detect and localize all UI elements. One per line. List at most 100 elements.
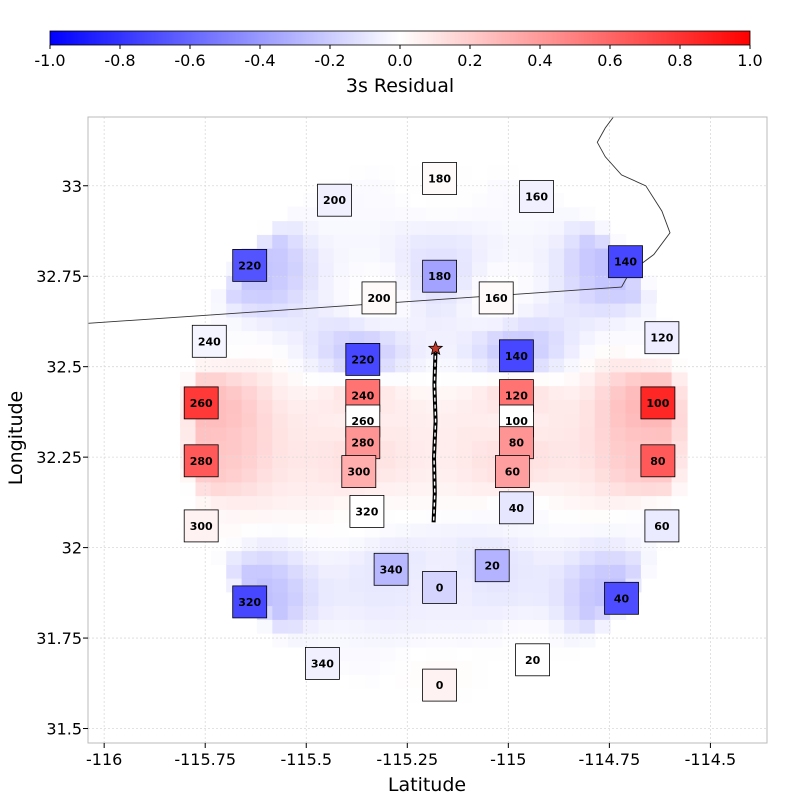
heatmap-cell [456,605,473,620]
heatmap-cell [241,426,258,442]
heatmap-cell [379,248,396,263]
heatmap-cell [610,468,627,483]
heatmap-cell [594,261,611,277]
heatmap-cell [441,646,458,662]
heatmap-cell [287,440,304,455]
heatmap-cell [564,358,581,373]
heatmap-cell [226,399,243,414]
heatmap-cell [548,481,565,497]
heatmap-cell [318,220,335,235]
x-tick-label: -116 [86,750,122,769]
heatmap-cell [610,330,627,345]
heatmap-cell [333,495,350,510]
heatmap-cell [379,454,396,469]
heatmap-cell [564,605,581,620]
station-box [361,281,397,315]
heatmap-cell [548,261,565,277]
heatmap-cell [226,440,243,455]
heatmap-cell [533,454,550,469]
heatmap-cell [318,591,335,607]
heatmap-cell [456,426,473,442]
heatmap-cell [395,509,412,524]
station-marker: 20 [474,549,510,583]
heatmap-cell [272,344,289,359]
heatmap-cell [472,481,488,497]
heatmap-cell [472,619,488,634]
heatmap-cell [226,330,243,345]
heatmap-cell [303,330,319,345]
fault-trace-dash [432,348,437,523]
heatmap-cell [226,523,243,538]
heatmap-cell [256,468,273,483]
heatmap-cell [349,234,366,249]
heatmap-cell [287,550,304,565]
station-marker: 320 [232,585,268,619]
heatmap-cell [241,440,258,455]
heatmap-cell [272,385,289,400]
heatmap-cell [456,399,473,414]
heatmap-cell [579,509,596,524]
station-box [515,643,550,677]
heatmap-cell [441,454,458,469]
heatmap-cell [502,261,519,277]
heatmap-cell [533,371,550,387]
heatmap-cell [364,261,381,277]
colorbar-tick-label: 0.0 [387,51,412,70]
heatmap-cell [287,523,304,538]
heatmap-cell [487,248,504,263]
heatmap-cell [395,275,412,290]
heatmap-cell [640,481,657,497]
heatmap-cell [349,605,366,620]
station-marker: 140 [608,245,643,279]
heatmap-cell [318,261,335,277]
heatmap-cell [594,330,611,345]
heatmap-cell [226,358,243,373]
heatmap-cell [518,289,534,304]
heatmap-cell [472,261,488,277]
station-marker: 0 [422,668,458,702]
heatmap-cell [671,454,688,469]
heatmap-cell [502,591,519,607]
heatmap-cell [579,261,596,277]
station-marker: 200 [361,281,397,315]
heatmap-cell [564,550,581,565]
heatmap-cell [410,220,427,235]
heatmap-cell [487,619,504,634]
heatmap-cell [579,234,596,249]
heatmap-cell [349,206,366,222]
heatmap-cell [564,468,581,483]
heatmap-cell [395,303,412,318]
heatmap-cell [318,509,335,524]
heatmap-cell [640,303,657,318]
heatmap-cell [272,509,289,524]
heatmap-cell [579,399,596,414]
heatmap-cell [441,206,458,222]
heatmap-cell [318,550,335,565]
heatmap-cell [625,426,642,442]
heatmap-cell [379,633,396,648]
heatmap-cell [441,536,458,552]
heatmap-cell [410,358,427,373]
heatmap-cell [594,509,611,524]
heatmap-cell [533,220,550,235]
heatmap-cell [287,303,304,318]
heatmap-cell [303,371,319,387]
heatmap-cell [456,413,473,428]
heatmap-cell [241,523,258,538]
heatmap-cell [272,261,289,277]
heatmap-cell [256,481,273,497]
heatmap-cell [456,646,473,662]
heatmap-cell [610,413,627,428]
heatmap-cell [272,371,289,387]
heatmap-cell [241,509,258,524]
heatmap-cell [456,330,473,345]
heatmap-cell [456,220,473,235]
station-box [232,585,268,619]
heatmap-cell [379,619,396,634]
heatmap-cell [395,523,412,538]
heatmap-cell [441,509,458,524]
heatmap-cell [272,633,289,648]
heatmap-cell [395,660,412,675]
heatmap-cell [195,371,212,387]
